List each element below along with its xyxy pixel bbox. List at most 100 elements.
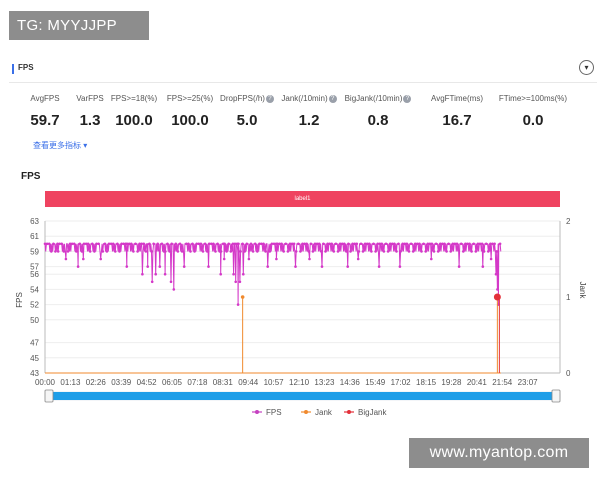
metric-card: FPS>=18(%) 100.0 [99, 94, 169, 129]
fps-point [494, 272, 498, 276]
fps-point [276, 242, 279, 246]
fps-point [294, 250, 298, 253]
fps-point [141, 272, 144, 276]
fps-point [199, 242, 203, 246]
fps-point [275, 257, 278, 261]
fps-point [60, 242, 63, 246]
fps-point [84, 242, 88, 246]
fps-point [324, 250, 327, 253]
fps-point [409, 242, 413, 246]
fps-point [278, 242, 281, 246]
x-tick-label: 08:31 [213, 378, 234, 387]
fps-point [212, 242, 215, 246]
fps-point [428, 242, 432, 246]
fps-point [232, 272, 235, 276]
fps-point [72, 242, 76, 246]
more-metrics-link[interactable]: 查看更多指标 ▾ [33, 141, 88, 150]
range-slider-left-handle[interactable] [44, 389, 54, 403]
fps-point [189, 250, 192, 253]
fps-point [176, 250, 180, 253]
fps-point [397, 242, 400, 246]
fps-point [68, 242, 72, 246]
help-icon[interactable]: ? [403, 94, 412, 103]
fps-point [260, 242, 263, 246]
metric-label: Jank(/10min) [281, 94, 328, 103]
fps-point [114, 250, 117, 253]
fps-point [357, 250, 361, 253]
fps-point [311, 250, 315, 253]
fps-point [70, 242, 74, 246]
fps-point [132, 250, 135, 253]
fps-point [193, 250, 196, 253]
fps-point [182, 265, 186, 268]
fps-point [111, 242, 115, 246]
fps-point [336, 250, 340, 253]
metric-label-row: BigJank(/10min)? [343, 94, 413, 103]
metric-label: AvgFPS [30, 94, 60, 103]
fps-point [82, 257, 85, 261]
fps-point [56, 250, 60, 253]
fps-point [422, 242, 425, 246]
legend-label: Jank [315, 408, 333, 417]
y-tick-label: 59 [30, 247, 39, 256]
fps-point [420, 250, 423, 253]
fps-point [195, 242, 198, 246]
fps-point [489, 257, 493, 261]
fps-point [347, 242, 350, 246]
fps-point [138, 242, 141, 246]
fps-point [481, 265, 485, 268]
fps-point [330, 242, 334, 246]
metric-value: 1.3 [79, 112, 101, 129]
fps-point [365, 242, 369, 246]
fps-point [447, 242, 450, 246]
fps-point [294, 265, 297, 268]
y-tick-label: 54 [30, 285, 39, 294]
x-tick-label: 19:28 [441, 378, 462, 387]
chevron-down-icon[interactable]: ▾ [579, 60, 594, 75]
range-slider-right-handle[interactable] [551, 389, 561, 403]
fps-point [52, 242, 55, 246]
fps-point [50, 250, 53, 253]
fps-point [482, 250, 486, 253]
fps-point [361, 250, 365, 253]
fps-point [251, 250, 255, 253]
fps-point [399, 250, 402, 253]
fps-point [445, 250, 448, 253]
help-icon[interactable]: ? [265, 94, 274, 103]
fps-point [174, 242, 178, 246]
fps-point [105, 250, 109, 253]
jank-series-line [45, 297, 501, 374]
fps-point [491, 242, 494, 246]
fps-point [56, 242, 59, 246]
y-tick-label: 56 [30, 270, 39, 279]
fps-point [346, 265, 350, 268]
fps-point [142, 242, 146, 246]
fps-point [280, 242, 283, 246]
fps-point [430, 242, 434, 246]
x-tick-label: 13:23 [314, 378, 335, 387]
fps-point [88, 250, 92, 253]
fps-point [99, 257, 102, 261]
fps-point [236, 303, 240, 306]
fps-point [391, 242, 394, 246]
fps-point [430, 257, 433, 261]
fps-point [239, 250, 242, 253]
fps-point [478, 242, 482, 246]
fps-point [75, 250, 78, 253]
fps-point [405, 242, 409, 246]
x-tick-label: 06:05 [162, 378, 183, 387]
fps-point [286, 250, 290, 253]
fps-point [125, 265, 129, 268]
fps-point [496, 288, 499, 291]
fps-point [238, 280, 242, 284]
x-tick-label: 03:39 [111, 378, 132, 387]
fps-point [245, 242, 249, 246]
metric-label: VarFPS [76, 94, 104, 103]
help-icon[interactable]: ? [328, 94, 337, 103]
metric-value: 5.0 [236, 112, 258, 129]
x-tick-label: 12:10 [289, 378, 310, 387]
x-tick-label: 20:41 [467, 378, 488, 387]
fps-point [197, 242, 201, 246]
fps-point [322, 242, 325, 246]
